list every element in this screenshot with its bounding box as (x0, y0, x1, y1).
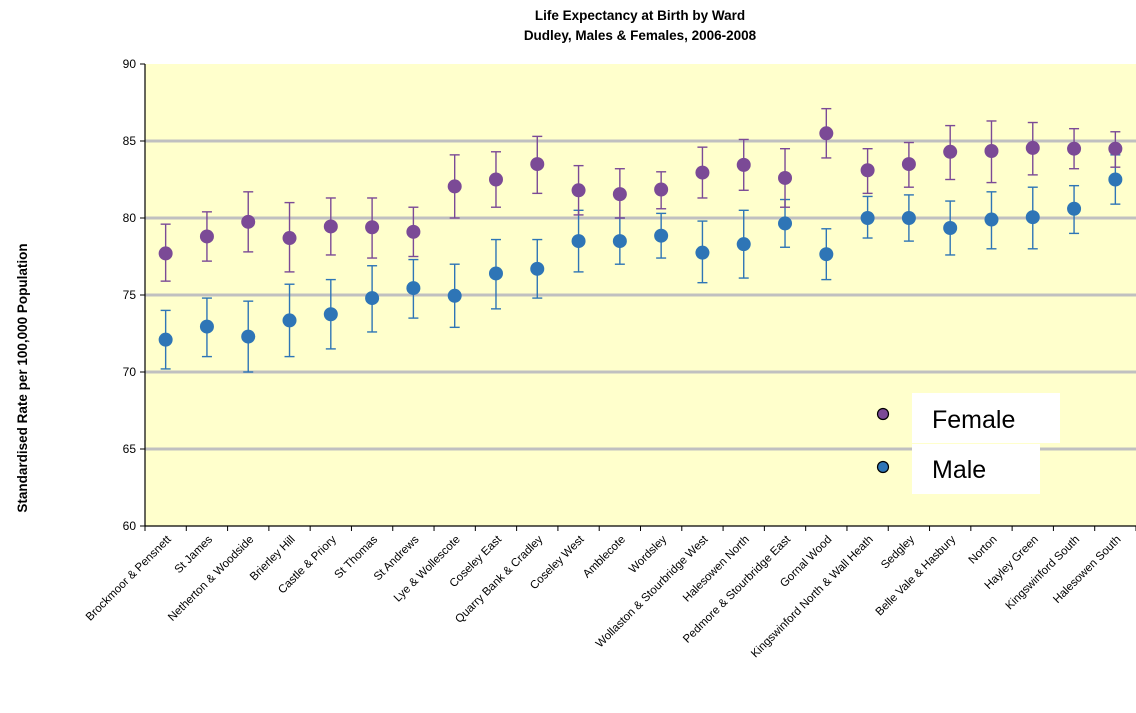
x-tick-label: Amblecote (581, 534, 628, 581)
data-point (612, 187, 627, 202)
data-point (323, 219, 338, 234)
data-point (695, 245, 710, 260)
legend-female-marker (876, 407, 890, 421)
data-point (736, 157, 751, 172)
data-point (1025, 210, 1040, 225)
data-point (901, 157, 916, 172)
data-point (365, 291, 380, 306)
legend-male-marker (876, 460, 890, 474)
y-tick-label: 85 (123, 134, 137, 148)
chart-subtitle: Dudley, Males & Females, 2006-2008 (524, 28, 757, 43)
data-point (199, 319, 214, 334)
data-point (282, 313, 297, 328)
x-tick-label: Wordsley (627, 533, 669, 575)
data-point (819, 247, 834, 262)
y-axis-ticks: 60 65 70 75 80 85 90 (123, 57, 145, 533)
data-point (984, 212, 999, 227)
y-tick-label: 75 (123, 288, 137, 302)
chart-title: Life Expectancy at Birth by Ward (535, 8, 745, 23)
data-point (158, 332, 173, 347)
x-tick-label: Brockmoor & Pensnett (84, 533, 174, 623)
data-point (778, 170, 793, 185)
data-point (1025, 140, 1040, 155)
data-point (323, 307, 338, 322)
legend-female-label: Female (932, 406, 1015, 434)
y-axis-title: Standardised Rate per 100,000 Population (15, 243, 30, 512)
data-point (530, 261, 545, 276)
data-point (860, 211, 875, 225)
series-male (158, 154, 1123, 373)
y-tick-label: 60 (123, 519, 137, 533)
legend: Female Male (876, 393, 1060, 494)
data-point (901, 211, 916, 225)
data-point (282, 231, 297, 246)
data-point (488, 266, 503, 281)
data-point (612, 234, 627, 249)
y-tick-label: 65 (123, 442, 137, 456)
data-point (447, 179, 462, 194)
data-point (571, 234, 586, 249)
data-point (1108, 172, 1123, 187)
data-point (819, 126, 834, 141)
data-point (447, 288, 462, 303)
data-point (943, 221, 958, 236)
x-tick-label: Kingswinford South (1004, 534, 1083, 613)
series-female (158, 107, 1123, 282)
data-point (984, 144, 999, 159)
data-point (943, 144, 958, 159)
x-tick-label: Netherton & Woodside (166, 534, 256, 624)
data-point (1067, 141, 1082, 156)
data-point (571, 183, 586, 198)
data-series (158, 107, 1123, 373)
legend-female-box (912, 393, 1060, 443)
data-point (158, 246, 173, 261)
legend-male-box (912, 444, 1040, 494)
data-point (406, 281, 421, 296)
y-tick-label: 70 (123, 365, 137, 379)
data-point (736, 237, 751, 252)
data-point (1067, 201, 1082, 216)
data-point (695, 165, 710, 180)
data-point (530, 157, 545, 172)
data-point (488, 172, 503, 187)
x-tick-label: St James (173, 533, 216, 576)
data-point (365, 220, 380, 235)
data-point (778, 216, 793, 231)
y-tick-label: 90 (123, 57, 137, 71)
data-point (406, 224, 421, 239)
y-tick-label: 80 (123, 211, 137, 225)
x-tick-label: Belle Vale & Hasbury (874, 533, 959, 618)
data-point (1108, 141, 1123, 156)
legend-male-label: Male (932, 456, 986, 484)
data-point (654, 182, 669, 197)
data-point (241, 214, 256, 229)
data-point (241, 329, 256, 344)
x-tick-label: Sedgley (879, 533, 917, 571)
x-tick-label: Norton (967, 534, 1000, 567)
data-point (654, 228, 669, 243)
data-point (860, 163, 875, 178)
data-point (199, 229, 214, 244)
